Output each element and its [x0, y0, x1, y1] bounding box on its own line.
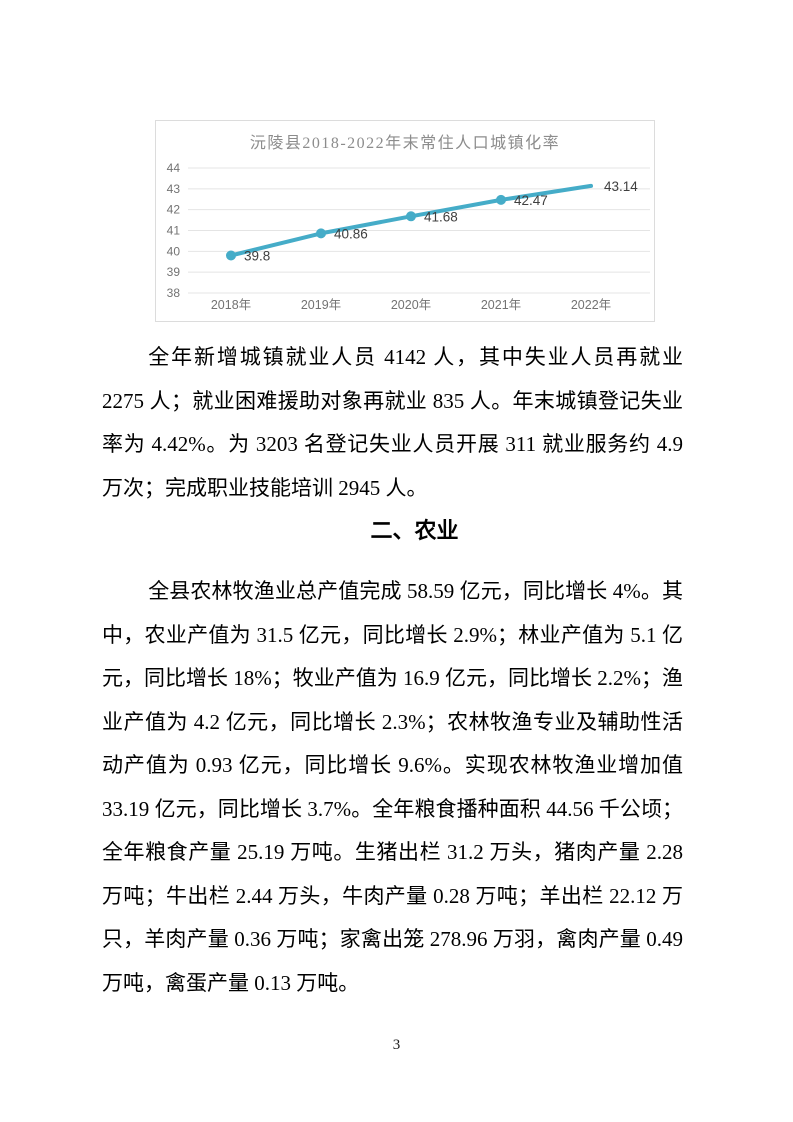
employment-paragraph: 全年新增城镇就业人员 4142 人，其中失业人员再就业 2275 人；就业困难援… [102, 345, 683, 500]
section-heading-agriculture: 二、农业 [370, 518, 459, 543]
page-number: 3 [392, 1037, 401, 1053]
chart-plot-area: 沅陵县2018-2022年末常住人口城镇化率 38 39 40 41 42 43 44 201… [167, 134, 650, 312]
svg-text:43.14: 43.14 [604, 179, 638, 194]
svg-text:2020年: 2020年 [391, 298, 431, 312]
chart-title: 沅陵县2018-2022年末常住人口城镇化率 [250, 134, 560, 152]
svg-text:2018年: 2018年 [211, 298, 251, 312]
svg-text:41.68: 41.68 [424, 209, 458, 224]
svg-text:2022年: 2022年 [571, 298, 611, 312]
svg-text:40: 40 [167, 244, 181, 258]
svg-text:2021年: 2021年 [481, 298, 521, 312]
svg-text:43: 43 [167, 182, 181, 196]
svg-text:41: 41 [167, 224, 181, 238]
svg-text:44: 44 [167, 161, 181, 175]
svg-text:2019年: 2019年 [301, 298, 341, 312]
agriculture-paragraph: 全县农林牧渔业总产值完成 58.59 亿元，同比增长 4%。其中，农业产值为 3… [102, 579, 683, 995]
svg-text:39.8: 39.8 [244, 249, 270, 264]
svg-text:38: 38 [167, 286, 181, 300]
chart-series: 38 39 40 41 42 43 44 2018年 2019年 2020年 2021年 2022年 3… [167, 161, 650, 312]
svg-text:39: 39 [167, 265, 181, 279]
svg-text:42.47: 42.47 [514, 193, 548, 208]
svg-text:40.86: 40.86 [334, 226, 368, 241]
urbanization-line-chart: 沅陵县2018-2022年末常住人口城镇化率 38 39 40 41 42 43 44 201… [155, 120, 655, 322]
svg-text:42: 42 [167, 203, 181, 217]
